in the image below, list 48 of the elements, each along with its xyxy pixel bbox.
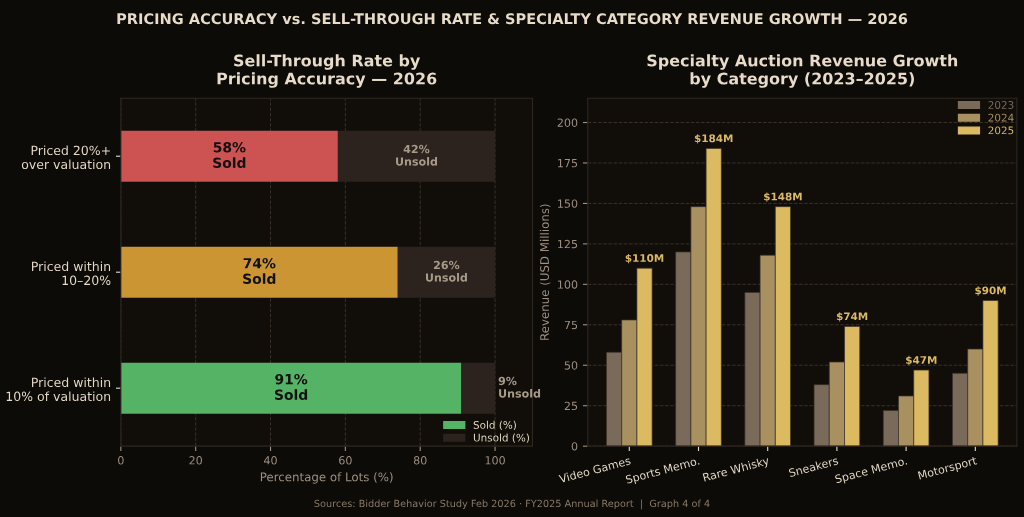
data-label: $110M [625, 253, 664, 264]
data-label: $74M [836, 312, 868, 322]
y-tick-label: Priced within 10% of valuation [6, 377, 111, 402]
data-label: 26% Unsold [425, 260, 467, 282]
y-tick-label: 0 [571, 442, 578, 451]
source-note: Sources: Bidder Behavior Study Feb 2026 · FY2025 Annual Report | Graph 4 of 4 [314, 499, 710, 510]
data-label: 74% Sold [243, 257, 276, 285]
x-tick-label: 80 [413, 456, 427, 465]
y-tick-label: 150 [558, 199, 578, 208]
y-tick-label: 125 [558, 239, 578, 249]
y-tick-label: 50 [564, 361, 578, 370]
x-tick-label: 40 [264, 456, 277, 465]
bar [397, 246, 496, 298]
legend-label: 2025 [988, 126, 1014, 135]
x-tick-label: 20 [189, 456, 203, 465]
x-tick-label: Rare Whisky [702, 455, 771, 484]
legend-label: 2023 [988, 101, 1014, 109]
data-label: $47M [906, 355, 937, 366]
data-label: 9% Unsold [498, 376, 541, 398]
bar [461, 362, 496, 414]
bar [120, 246, 398, 298]
y-tick-label: Priced within 10–20% [32, 261, 111, 286]
data-label: $90M [975, 286, 1006, 296]
data-label: 91% Sold [274, 373, 308, 400]
bar [120, 130, 338, 182]
data-label: $184M [694, 134, 733, 144]
y-tick-label: 175 [558, 159, 578, 168]
x-tick-label: 100 [485, 456, 505, 465]
y-axis-title: Revenue (USD Millions) [539, 204, 551, 340]
x-axis-title: Percentage of Lots (%) [260, 472, 393, 484]
y-tick-label: 75 [564, 320, 578, 330]
bar [337, 130, 496, 182]
text: PRICING ACCURACY vs. SELL-THROUGH RATE & SPECIALTY CATEGORY REVENUE GROWTH — 2026 [117, 13, 908, 25]
x-tick-label: 0 [118, 456, 124, 465]
legend-label: Unsold (%) [473, 433, 529, 443]
y-tick-label: 200 [557, 118, 578, 127]
x-tick-label: 60 [339, 456, 352, 465]
chart-title: Specialty Auction Revenue Growth by Category (2023–2025) [647, 54, 958, 88]
data-label: 42% Unsold [396, 144, 438, 166]
legend-label: 2024 [988, 113, 1014, 122]
data-label: $148M [764, 192, 802, 202]
data-label: 58% Sold [213, 141, 246, 169]
y-tick-label: 100 [558, 280, 578, 289]
y-tick-label: Priced 20%+ over valuation [21, 145, 111, 170]
bar [120, 362, 462, 414]
legend-label: Sold (%) [473, 420, 516, 431]
y-tick-label: 25 [564, 401, 578, 411]
chart-title: Sell-Through Rate by Pricing Accuracy — 2026 [217, 54, 437, 88]
